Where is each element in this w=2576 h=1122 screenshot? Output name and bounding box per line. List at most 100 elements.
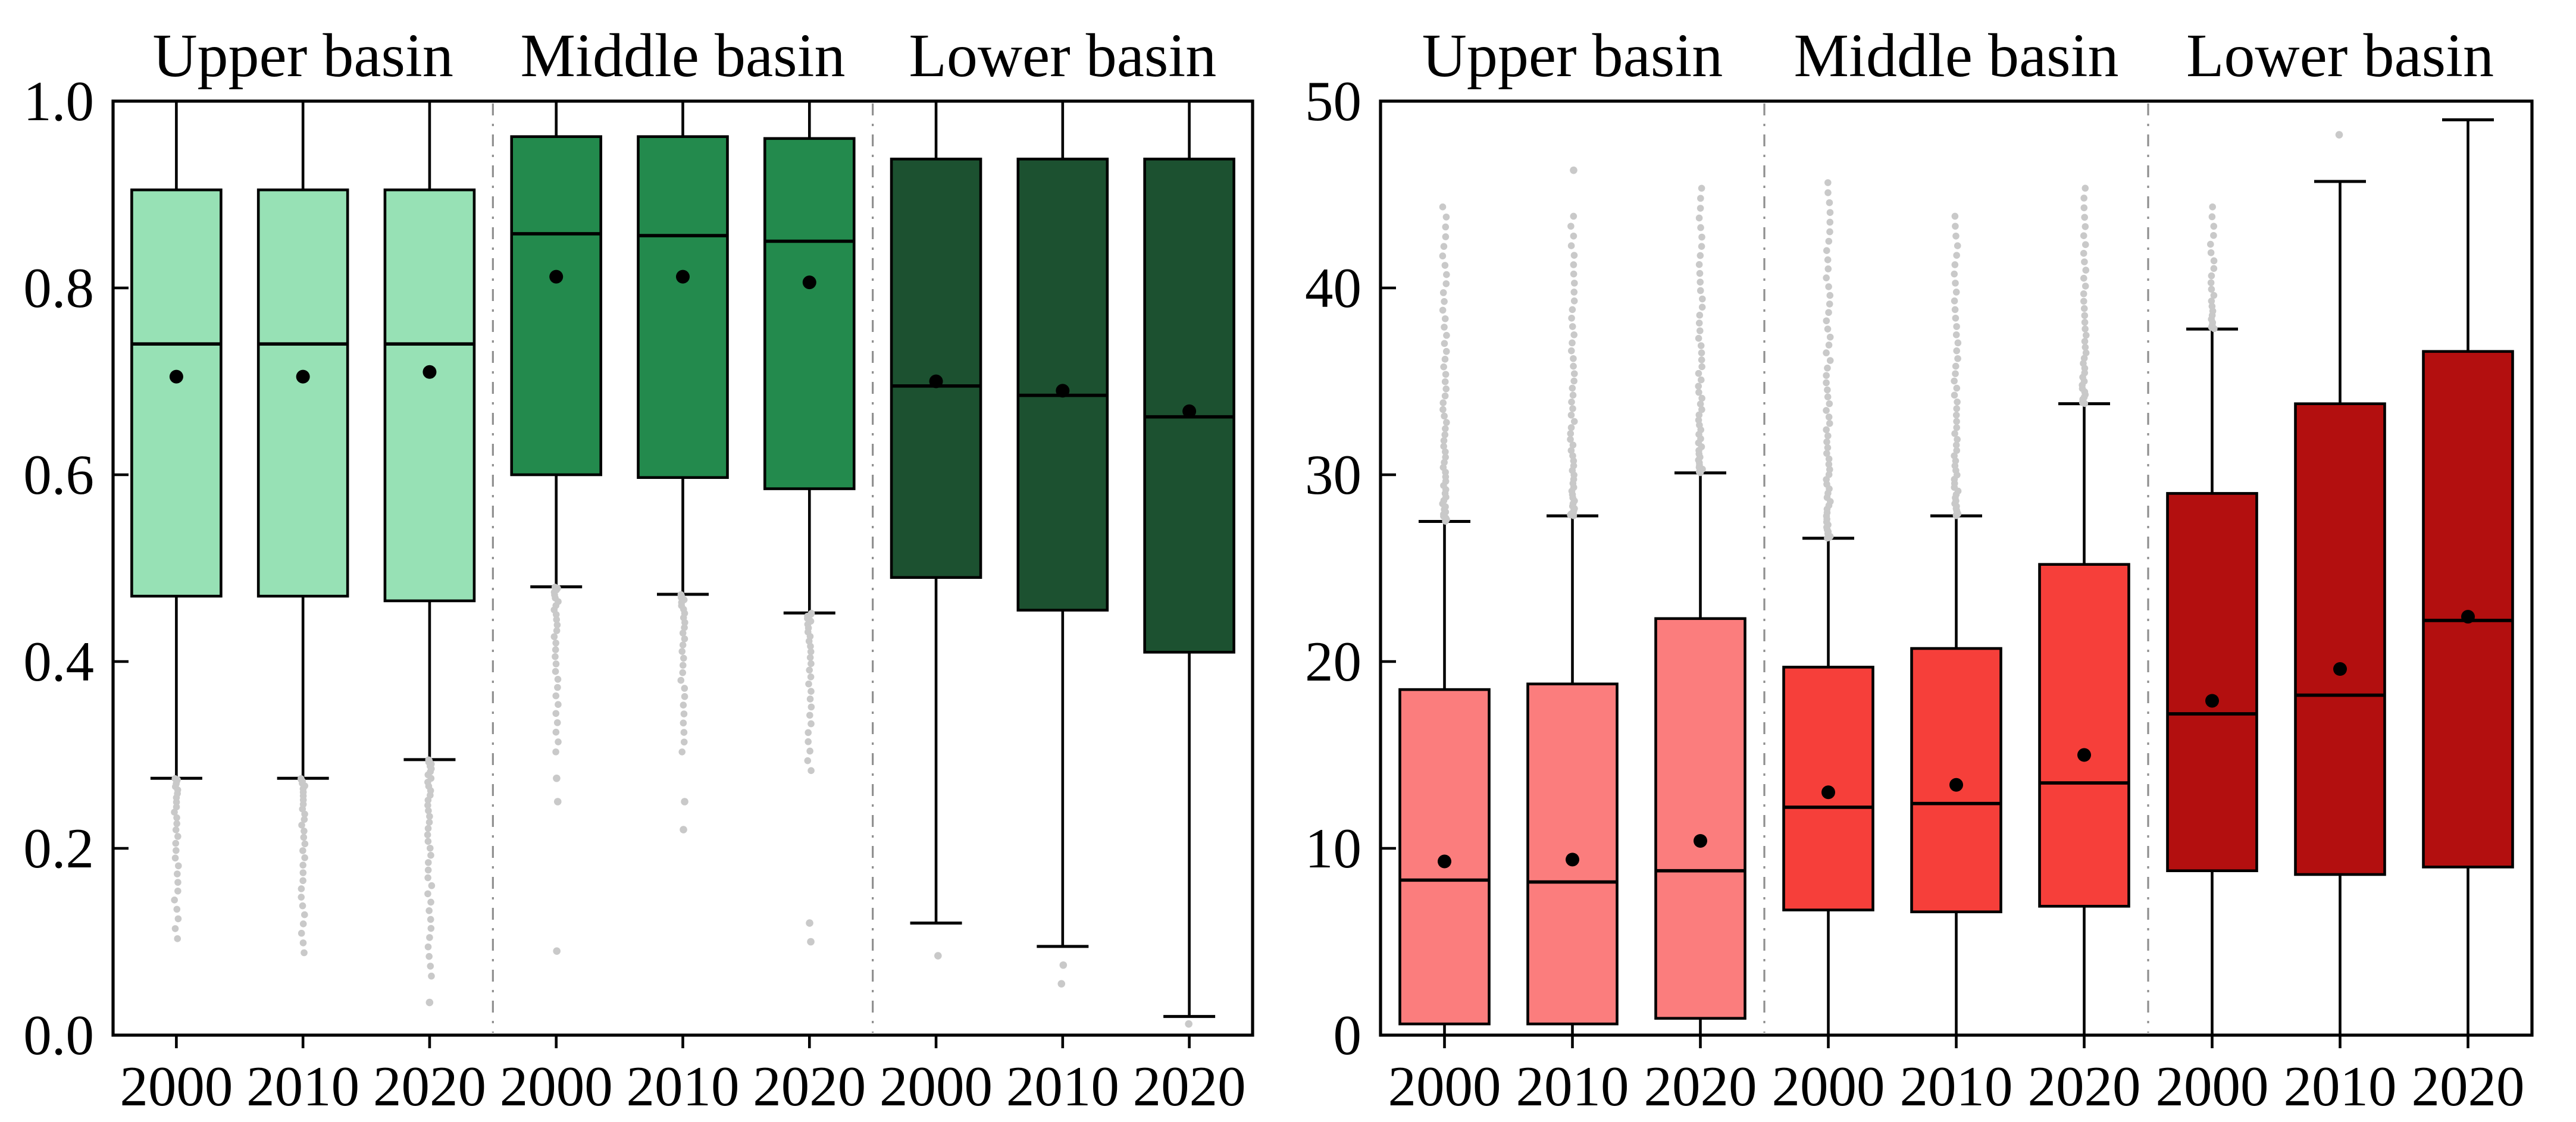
outlier-dot bbox=[807, 688, 815, 695]
mean-dot bbox=[1821, 785, 1835, 800]
outlier-dot bbox=[680, 710, 688, 717]
outlier-dot bbox=[2207, 249, 2215, 256]
box-lower-basin-2020 bbox=[2422, 350, 2514, 869]
outlier-dot bbox=[552, 660, 560, 667]
y-tick-label: 0 bbox=[1334, 1004, 1362, 1067]
outlier-dot bbox=[2081, 312, 2089, 319]
outlier-dot bbox=[552, 710, 560, 717]
outlier-dot bbox=[1698, 303, 1706, 311]
outlier-dot bbox=[1570, 462, 1577, 469]
outlier-dot bbox=[1441, 412, 1448, 420]
outlier-dot bbox=[553, 719, 561, 726]
right-panel-frame bbox=[1379, 99, 2534, 1037]
outlier-dot bbox=[174, 935, 181, 942]
outlier-dot bbox=[172, 826, 180, 833]
outlier-dot bbox=[680, 738, 688, 746]
x-tick-label: 2020 bbox=[753, 1055, 866, 1118]
outlier-dot bbox=[806, 919, 813, 927]
outlier-dot bbox=[1442, 223, 1450, 231]
outlier-dot bbox=[1442, 213, 1450, 221]
outlier-dot bbox=[1697, 195, 1704, 202]
outlier-dot bbox=[1825, 237, 1833, 245]
outlier-dot bbox=[681, 624, 688, 631]
outlier-dot bbox=[1570, 270, 1577, 278]
outlier-dot bbox=[427, 851, 434, 859]
outlier-dot bbox=[1826, 400, 1833, 408]
outlier-dot bbox=[1567, 447, 1575, 455]
outlier-dot bbox=[552, 640, 559, 647]
outlier-dot bbox=[1442, 448, 1449, 456]
outlier-dot bbox=[1953, 424, 1961, 431]
outlier-dot bbox=[678, 748, 686, 756]
outlier-dot bbox=[298, 929, 305, 937]
outlier-dot bbox=[1697, 224, 1704, 231]
outlier-dot bbox=[2210, 257, 2218, 265]
outlier-dot bbox=[1569, 441, 1577, 449]
box-upper-basin-2020 bbox=[1654, 617, 1746, 1020]
outlier-dot bbox=[805, 738, 812, 745]
outlier-dot bbox=[1825, 471, 1833, 478]
outlier-dot bbox=[173, 803, 180, 811]
outlier-dot bbox=[2081, 319, 2089, 326]
outlier-dot bbox=[1570, 166, 1577, 174]
outlier-dot bbox=[679, 641, 687, 648]
box-upper-basin-2010 bbox=[256, 188, 349, 598]
outlier-dot bbox=[1952, 314, 1960, 322]
outlier-dot bbox=[1951, 297, 1958, 305]
outlier-dot bbox=[807, 643, 814, 650]
x-tick-label: 2010 bbox=[1516, 1055, 1629, 1118]
outlier-dot bbox=[1570, 355, 1577, 362]
outlier-dot bbox=[1569, 452, 1576, 459]
outlier-dot bbox=[2210, 231, 2217, 239]
panel-title-lower-basin: Lower basin bbox=[2186, 21, 2494, 90]
outlier-dot bbox=[806, 654, 814, 662]
outlier-dot bbox=[425, 819, 433, 826]
outlier-dot bbox=[1696, 269, 1704, 277]
outlier-dot bbox=[1695, 416, 1702, 424]
mean-dot bbox=[1438, 854, 1451, 869]
outlier-dot bbox=[1441, 340, 1448, 347]
outlier-dot bbox=[1442, 371, 1450, 378]
outlier-dot bbox=[424, 797, 432, 804]
outlier-dot bbox=[1441, 315, 1449, 322]
outlier-dot bbox=[299, 939, 307, 947]
outlier-dot bbox=[2082, 343, 2089, 351]
outlier-dot bbox=[681, 685, 688, 692]
outlier-dot bbox=[553, 947, 561, 955]
outlier-dot bbox=[1696, 327, 1704, 334]
outlier-dot bbox=[1443, 331, 1450, 339]
outlier-dot bbox=[427, 916, 434, 923]
outlier-dot bbox=[681, 798, 688, 806]
x-tick-label: 2000 bbox=[2156, 1055, 2269, 1118]
outlier-dot bbox=[2082, 184, 2089, 192]
outlier-dot bbox=[300, 833, 308, 841]
outlier-dot bbox=[1441, 262, 1449, 269]
outlier-dot bbox=[171, 925, 179, 932]
outlier-dot bbox=[1954, 435, 1961, 443]
outlier-dot bbox=[1699, 295, 1706, 303]
outlier-dot bbox=[1824, 444, 1832, 452]
outlier-dot bbox=[1824, 364, 1831, 372]
outlier-dot bbox=[1823, 426, 1830, 434]
outlier-dot bbox=[677, 676, 685, 684]
outlier-dot bbox=[1825, 455, 1833, 463]
y-tick-label: 0.0 bbox=[23, 1004, 94, 1067]
box-middle-basin-2020 bbox=[763, 137, 856, 490]
outlier-dot bbox=[1697, 252, 1704, 259]
outlier-dot bbox=[424, 890, 431, 898]
outlier-dot bbox=[172, 839, 180, 847]
outlier-dot bbox=[424, 943, 432, 951]
mean-dot bbox=[1056, 384, 1070, 398]
outlier-dot bbox=[1953, 418, 1960, 425]
outlier-dot bbox=[1826, 300, 1833, 308]
mean-dot bbox=[1949, 778, 1963, 792]
left-panel-frame bbox=[111, 99, 1254, 1037]
outlier-dot bbox=[1826, 357, 1834, 364]
outlier-dot bbox=[1567, 222, 1575, 230]
outlier-dot bbox=[1698, 406, 1705, 413]
outlier-dot bbox=[1954, 242, 1961, 249]
outlier-dot bbox=[680, 701, 687, 709]
outlier-dot bbox=[681, 635, 688, 643]
outlier-dot bbox=[1570, 457, 1577, 465]
panel-title-lower-basin: Lower basin bbox=[909, 21, 1216, 90]
